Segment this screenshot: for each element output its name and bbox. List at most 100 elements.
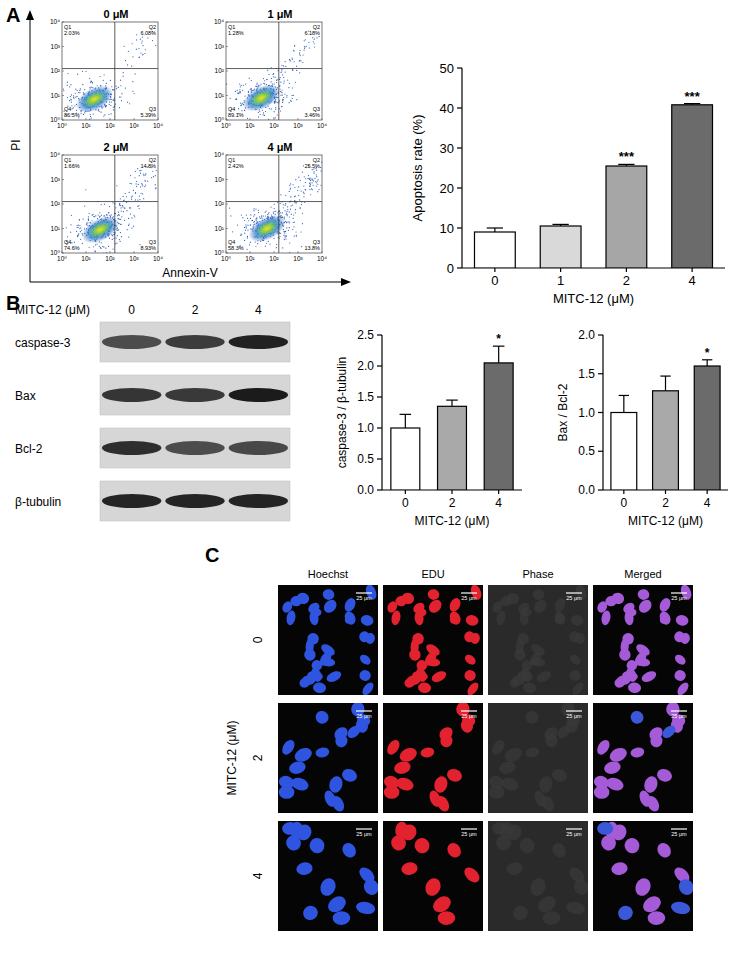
y-tick-label: 2.5: [357, 328, 374, 342]
event-dot: [320, 185, 321, 186]
event-dot: [80, 231, 81, 232]
nucleus: [305, 638, 314, 654]
event-dot: [90, 116, 91, 117]
event-dot: [106, 215, 107, 216]
event-dot: [145, 49, 146, 50]
event-dot: [300, 180, 301, 181]
event-dot: [287, 206, 288, 207]
tick-label: 10⁰: [57, 122, 67, 129]
event-dot: [292, 87, 293, 88]
image-background: [488, 585, 588, 695]
event-dot: [85, 71, 86, 72]
event-dot: [316, 182, 317, 183]
event-dot: [81, 113, 82, 114]
event-dot: [99, 216, 100, 217]
event-dot: [262, 114, 263, 115]
flow-plot-title: 2 μM: [103, 141, 128, 153]
blot-row-label: Bcl-2: [15, 442, 43, 456]
event-dot: [289, 191, 290, 192]
tick: [62, 228, 64, 229]
scale-bar-label: 25 μm: [461, 595, 477, 601]
event-dot: [245, 83, 246, 84]
event-dot: [83, 218, 84, 219]
event-dot: [270, 81, 271, 82]
event-dot: [87, 222, 88, 223]
event-dot: [133, 93, 134, 94]
event-dot: [285, 231, 286, 232]
event-dot: [142, 36, 143, 37]
event-dot: [140, 193, 141, 194]
event-dot: [115, 86, 116, 87]
nucleus: [300, 903, 320, 923]
event-dot: [131, 217, 132, 218]
tick: [134, 251, 135, 253]
event-dot: [239, 91, 240, 92]
event-dot: [285, 231, 286, 232]
event-dot: [312, 189, 313, 190]
bar: [484, 363, 513, 490]
event-dot: [71, 105, 72, 106]
plot-frame: [62, 22, 158, 120]
event-dot: [127, 64, 128, 65]
event-dot: [263, 112, 264, 113]
event-dot: [69, 86, 70, 87]
event-dot: [280, 203, 281, 204]
event-dot: [286, 215, 287, 216]
y-tick: [377, 427, 382, 428]
event-dot: [245, 226, 246, 227]
event-dot: [294, 61, 295, 62]
event-dot: [230, 215, 231, 216]
event-dot: [69, 100, 70, 101]
event-dot: [275, 102, 276, 103]
event-dot: [294, 45, 295, 46]
tick: [158, 118, 159, 120]
event-dot: [119, 107, 120, 108]
quadrant-value: 1.66%: [64, 163, 80, 169]
event-dot: [263, 215, 264, 216]
event-dot: [89, 87, 90, 88]
tick-label: 10²: [51, 200, 61, 207]
nucleus: [309, 666, 323, 683]
event-dot: [89, 78, 90, 79]
event-dot: [281, 65, 282, 66]
event-dot: [300, 208, 301, 209]
event-dot: [142, 54, 143, 55]
nucleus: [404, 678, 415, 689]
event-dot: [311, 178, 312, 179]
tick-label: 10²: [215, 200, 225, 207]
event-dot: [311, 182, 312, 183]
event-dot: [293, 218, 294, 219]
event-dot: [305, 189, 306, 190]
event-dot: [120, 96, 121, 97]
event-dot: [266, 79, 267, 80]
event-dot: [258, 210, 259, 211]
event-dot: [261, 216, 262, 217]
event-dot: [299, 72, 300, 73]
event-dot: [130, 183, 131, 184]
event-dot: [99, 111, 100, 112]
event-dot: [299, 199, 300, 200]
event-dot: [263, 78, 264, 79]
event-dot: [101, 215, 102, 216]
x-tick-label: 4: [689, 273, 696, 288]
event-dot: [276, 80, 277, 81]
event-dot: [286, 227, 287, 228]
y-tick-label: 30: [440, 141, 454, 156]
flow-plot: 1 μM10⁰10⁰10¹10¹10²10²10³10³10⁴10⁴Q11.28…: [212, 8, 327, 129]
event-dot: [133, 226, 134, 227]
plot-frame: [62, 155, 158, 253]
event-dot: [155, 184, 156, 185]
nucleus: [535, 669, 553, 684]
event-dot: [285, 71, 286, 72]
event-dot: [267, 70, 268, 71]
event-dot: [262, 110, 263, 111]
event-dot: [79, 90, 80, 91]
event-dot: [304, 46, 305, 47]
nucleus: [550, 767, 569, 784]
tick-label: 10²: [51, 67, 61, 74]
event-dot: [256, 219, 257, 220]
gate-line: [62, 68, 158, 69]
tick-label: 10⁴: [214, 18, 224, 25]
event-dot: [288, 221, 289, 222]
event-dot: [265, 210, 266, 211]
